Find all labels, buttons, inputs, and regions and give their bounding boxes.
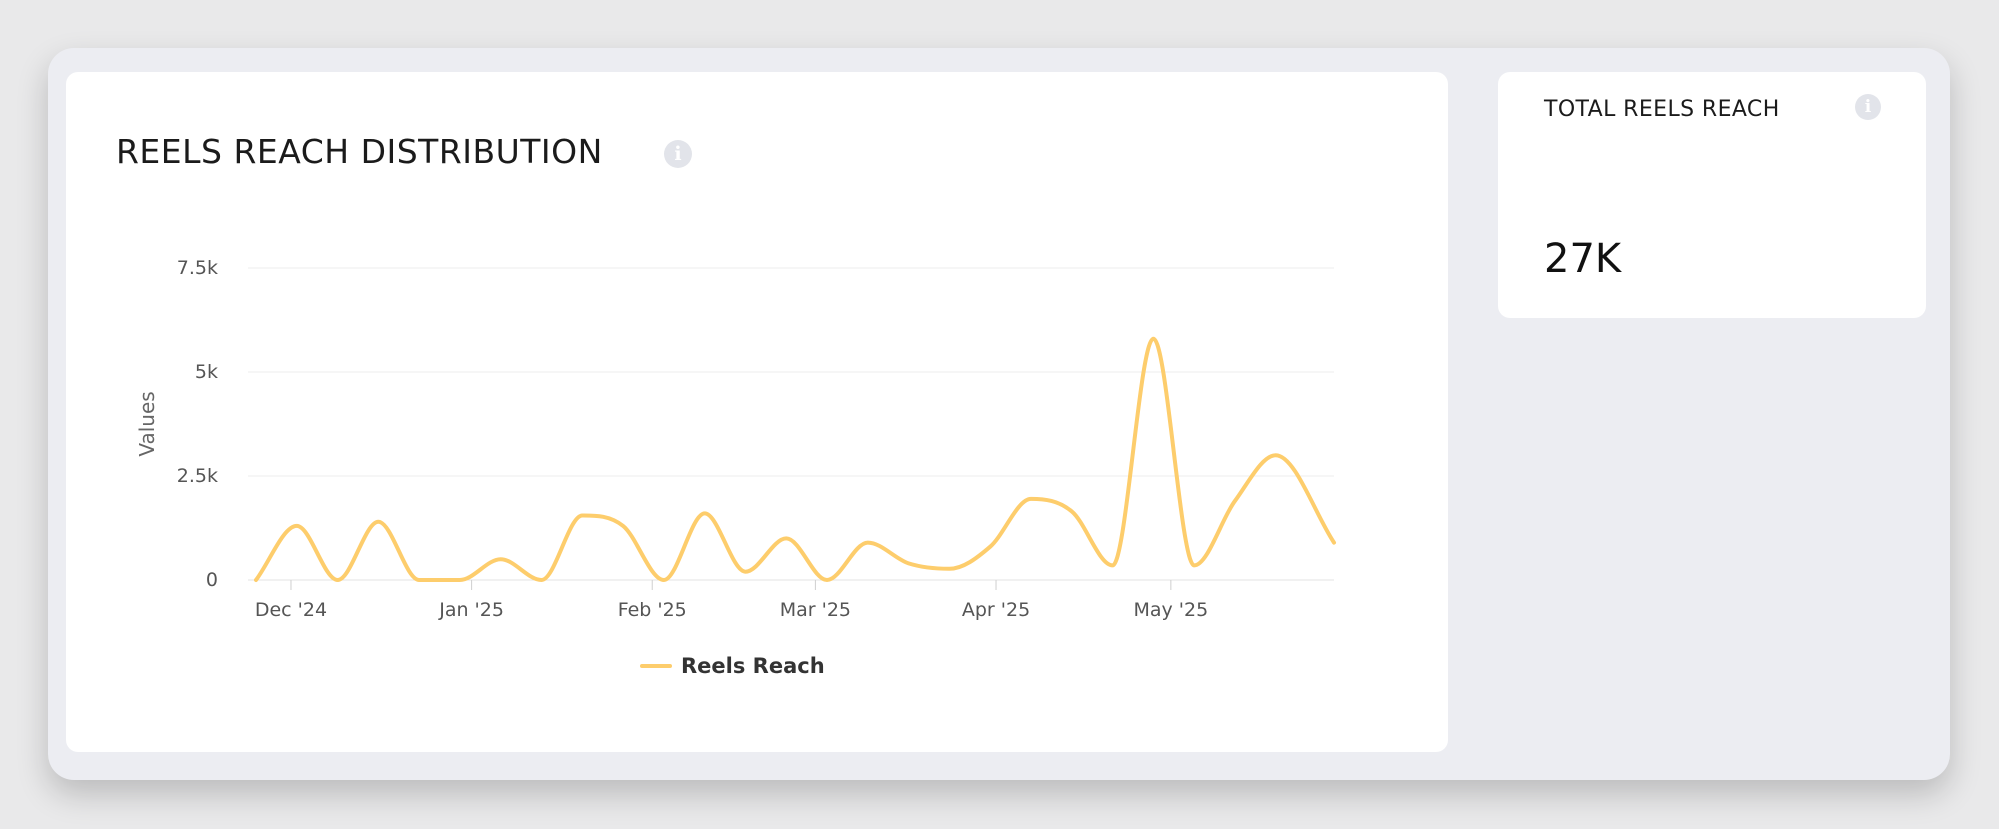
y-tick-label: 5k	[195, 361, 218, 383]
x-tick-label: Mar '25	[780, 599, 851, 621]
y-tick-label: 2.5k	[177, 465, 218, 487]
x-tick-label: May '25	[1133, 599, 1208, 621]
x-tick-label: Feb '25	[618, 599, 687, 621]
reach-distribution-card	[66, 72, 1448, 752]
x-tick-label: Jan '25	[438, 599, 504, 621]
total-reach-label: TOTAL REELS REACH	[1544, 97, 1780, 122]
x-tick-label: Dec '24	[255, 599, 327, 621]
total-info-icon[interactable]: i	[1855, 94, 1881, 120]
x-tick-label: Apr '25	[962, 599, 1030, 621]
total-reach-card	[1498, 72, 1926, 318]
dashboard-frame	[48, 48, 1950, 780]
y-tick-label: 7.5k	[177, 257, 218, 279]
y-axis-label: Values	[135, 391, 159, 456]
info-icon[interactable]: i	[664, 140, 692, 168]
legend-label: Reels Reach	[681, 654, 825, 678]
chart-title: REELS REACH DISTRIBUTION	[116, 132, 603, 171]
total-reach-value: 27K	[1544, 236, 1622, 282]
series-line-reels-reach	[254, 336, 1336, 582]
y-tick-label: 0	[206, 569, 218, 591]
